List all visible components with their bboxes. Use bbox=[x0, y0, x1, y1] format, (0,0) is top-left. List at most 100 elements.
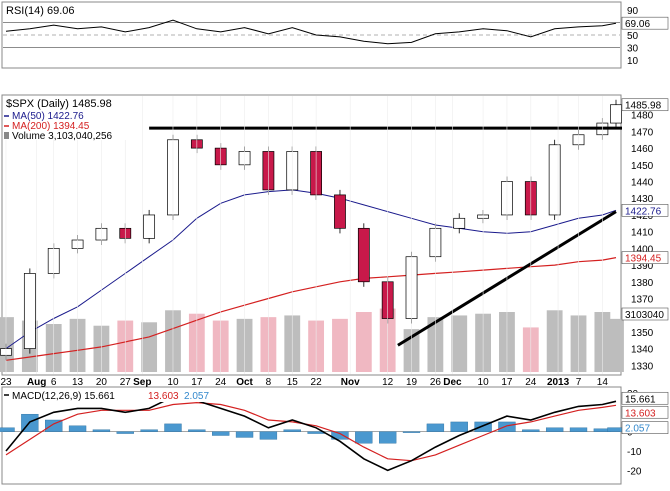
price-legend: $SPX (Daily) 1485.98 MA(50) 1422.76 MA(2… bbox=[3, 96, 139, 142]
price-tick-label: 1480 bbox=[631, 111, 654, 122]
macd-histogram-bar bbox=[0, 427, 15, 432]
macd-histogram-bar bbox=[450, 421, 468, 432]
macd-histogram-bar bbox=[402, 431, 421, 433]
x-tick-label: 2013 bbox=[547, 377, 570, 388]
macd-histogram-bar bbox=[68, 425, 87, 432]
x-tick-label: Nov bbox=[341, 377, 360, 388]
price-tick-label: 1340 bbox=[631, 345, 654, 356]
volume-value-label: 3103040 bbox=[625, 310, 664, 321]
x-tick-label: 24 bbox=[525, 377, 537, 388]
rsi-last-value-label: 69.06 bbox=[625, 19, 650, 30]
price-tick-label: 1390 bbox=[631, 261, 654, 272]
macd-tick-label: -20 bbox=[627, 466, 642, 477]
rsi-tick-label: 90 bbox=[627, 6, 639, 17]
signal-value-label-box bbox=[621, 405, 669, 419]
macd-panel-frame bbox=[1, 386, 622, 485]
x-tick-label: 19 bbox=[406, 377, 418, 388]
ma200-value-label-box bbox=[621, 251, 669, 264]
volume-bar bbox=[355, 312, 372, 372]
signal-legend-label: 13.603 bbox=[148, 391, 179, 402]
x-tick-label: 22 bbox=[311, 377, 323, 388]
x-tick-label: Aug bbox=[27, 377, 46, 388]
macd-histogram-bar bbox=[379, 431, 397, 444]
price-tick-label: 1440 bbox=[631, 178, 654, 189]
macd-histogram-bar bbox=[164, 423, 182, 432]
price-legend-bg bbox=[3, 96, 139, 140]
macd-histogram-bar bbox=[188, 429, 206, 432]
x-tick-label: 27 bbox=[120, 377, 132, 388]
price-tick-label: 1460 bbox=[631, 144, 654, 155]
rsi-last-value-label-box bbox=[621, 16, 669, 30]
last-price-label-box bbox=[621, 98, 669, 112]
price-tick-label: 1330 bbox=[631, 361, 654, 372]
ma200-value-label: 1394.45 bbox=[625, 254, 662, 265]
price-tick-label: 1450 bbox=[631, 161, 654, 172]
x-tick-label: 17 bbox=[191, 377, 203, 388]
macd-tick-label: -10 bbox=[627, 447, 642, 458]
price-tick-label: 1400 bbox=[631, 244, 654, 255]
macd-histogram-bar bbox=[283, 429, 301, 432]
x-tick-label: 24 bbox=[215, 377, 227, 388]
macd-value-label-box bbox=[621, 391, 669, 405]
price-tick-label: 1380 bbox=[631, 278, 654, 289]
macd-histogram-bar bbox=[92, 429, 111, 432]
macd-line bbox=[5, 395, 617, 472]
macd-value-label: 15.661 bbox=[625, 394, 656, 405]
candle-body bbox=[143, 214, 156, 239]
histogram-value-label: 2.057 bbox=[625, 424, 650, 435]
price-tick-label: 1430 bbox=[631, 194, 654, 205]
macd-histogram-bar bbox=[259, 431, 278, 440]
x-tick-label: Oct bbox=[236, 377, 253, 388]
volume-bar bbox=[608, 318, 624, 372]
volume-legend-label: Volume 3,103,040,256 bbox=[12, 131, 113, 142]
volume-bar bbox=[546, 310, 563, 372]
volume-bar bbox=[0, 317, 14, 372]
x-tick-label: 15 bbox=[287, 377, 299, 388]
price-tick-label: 1470 bbox=[631, 127, 654, 138]
ma200-legend-label: MA(200) 1394.45 bbox=[12, 121, 90, 132]
macd-legend-bg bbox=[3, 388, 213, 402]
x-tick-label: 13 bbox=[72, 377, 84, 388]
ma50-value-label-box bbox=[621, 204, 669, 217]
macd-histogram-bar bbox=[140, 429, 158, 432]
rsi-line bbox=[5, 19, 617, 45]
x-tick-label: 7 bbox=[576, 377, 582, 388]
ma50-legend-label: MA(50) 1422.76 bbox=[12, 111, 84, 122]
price-tick-label: 1350 bbox=[631, 328, 654, 339]
macd-histogram-bar bbox=[426, 423, 445, 432]
candle-body bbox=[334, 194, 346, 229]
volume-legend-swatch bbox=[4, 132, 9, 139]
candle-body bbox=[548, 144, 561, 216]
volume-bar bbox=[332, 318, 348, 372]
x-axis: 23 Aug 6 13 20 27 Sep 10 17 24 Oct 8 15 22 Nov 12 19 26 De… bbox=[0, 96, 608, 388]
signal-value-label: 13.603 bbox=[625, 408, 656, 419]
macd-legend-label: MACD(12,26,9) 15.661 bbox=[12, 391, 115, 402]
macd-histogram-bar bbox=[522, 429, 540, 432]
histogram-value-label-box bbox=[621, 421, 669, 434]
last-price-label: 1485.98 bbox=[625, 101, 662, 112]
ma50-value-label: 1422.76 bbox=[625, 206, 662, 217]
x-tick-label: 20 bbox=[96, 377, 108, 388]
macd-histogram-bar bbox=[545, 427, 564, 432]
rsi-tick-label: 30 bbox=[627, 43, 639, 54]
volume-bar bbox=[141, 322, 158, 372]
candle-body bbox=[610, 104, 622, 124]
rsi-tick-label: 50 bbox=[627, 31, 639, 42]
candle-body bbox=[357, 227, 370, 283]
x-tick-label: 17 bbox=[501, 377, 513, 388]
x-tick-label: 26 bbox=[430, 377, 442, 388]
macd-histogram-bar bbox=[212, 431, 230, 436]
rsi-title: RSI(14) 69.06 bbox=[6, 5, 74, 17]
rsi-panel: 907050301069.06 bbox=[3, 6, 669, 67]
x-tick-label: 8 bbox=[266, 377, 272, 388]
macd-histogram-bar bbox=[331, 431, 349, 440]
x-tick-label: 12 bbox=[382, 377, 394, 388]
macd-histogram-bar bbox=[355, 431, 373, 444]
x-tick-label: Sep bbox=[133, 377, 151, 388]
x-tick-label: 14 bbox=[597, 377, 609, 388]
macd-histogram-bar bbox=[498, 421, 516, 432]
x-tick-label: 23 bbox=[0, 377, 12, 388]
